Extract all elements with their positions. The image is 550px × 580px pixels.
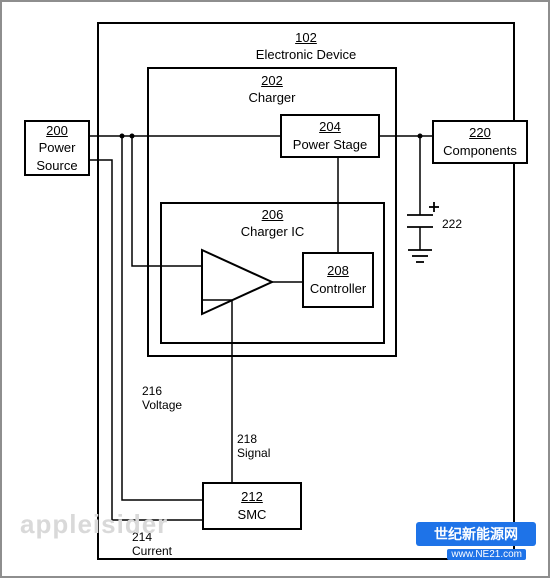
- power-source-label: Power Source: [36, 139, 77, 174]
- source-badge-text: 世纪新能源网: [434, 524, 518, 544]
- electronic-device-label: Electronic Device: [256, 47, 356, 62]
- current-label: Current: [132, 544, 172, 558]
- power-source-block: 200 Power Source: [24, 120, 90, 176]
- signal-wire-label: 218 Signal: [237, 432, 270, 461]
- charger-ic-label: Charger IC: [241, 224, 305, 239]
- power-stage-num: 204: [319, 118, 341, 136]
- controller-block: 208 Controller: [302, 252, 374, 308]
- opamp-pos-label: +: [209, 290, 217, 307]
- electronic-device-title: 102 Electronic Device: [99, 30, 513, 64]
- signal-num: 218: [237, 432, 257, 446]
- voltage-wire-label: 216 Voltage: [142, 384, 182, 413]
- diagram-canvas: 102 Electronic Device 202 Charger 206 Ch…: [0, 0, 550, 578]
- charger-ic-num: 206: [262, 207, 284, 222]
- charger-ic-title: 206 Charger IC: [162, 207, 383, 241]
- opamp-neg-label: −: [209, 259, 217, 276]
- capacitor-label: 222: [442, 217, 462, 231]
- source-badge: 世纪新能源网: [416, 522, 536, 546]
- opamp-num-label: 210: [220, 274, 242, 290]
- source-badge-url: www.NE21.com: [447, 549, 526, 560]
- power-source-num: 200: [46, 122, 68, 140]
- electronic-device-num: 102: [295, 30, 317, 45]
- charger-title: 202 Charger: [149, 73, 395, 107]
- controller-label: Controller: [310, 280, 366, 298]
- charger-num: 202: [261, 73, 283, 88]
- components-block: 220 Components: [432, 120, 528, 164]
- charger-label: Charger: [249, 90, 296, 105]
- signal-label: Signal: [237, 446, 270, 460]
- voltage-label: Voltage: [142, 398, 182, 412]
- power-stage-label: Power Stage: [293, 136, 367, 154]
- controller-num: 208: [327, 262, 349, 280]
- smc-block: 212 SMC: [202, 482, 302, 530]
- opamp-num: 210: [220, 274, 242, 289]
- watermark-text: appleisider: [20, 509, 168, 540]
- smc-label: SMC: [238, 506, 267, 524]
- voltage-num: 216: [142, 384, 162, 398]
- capacitor-num: 222: [442, 217, 462, 231]
- components-num: 220: [469, 124, 491, 142]
- power-stage-block: 204 Power Stage: [280, 114, 380, 158]
- components-label: Components: [443, 142, 517, 160]
- smc-num: 212: [241, 488, 263, 506]
